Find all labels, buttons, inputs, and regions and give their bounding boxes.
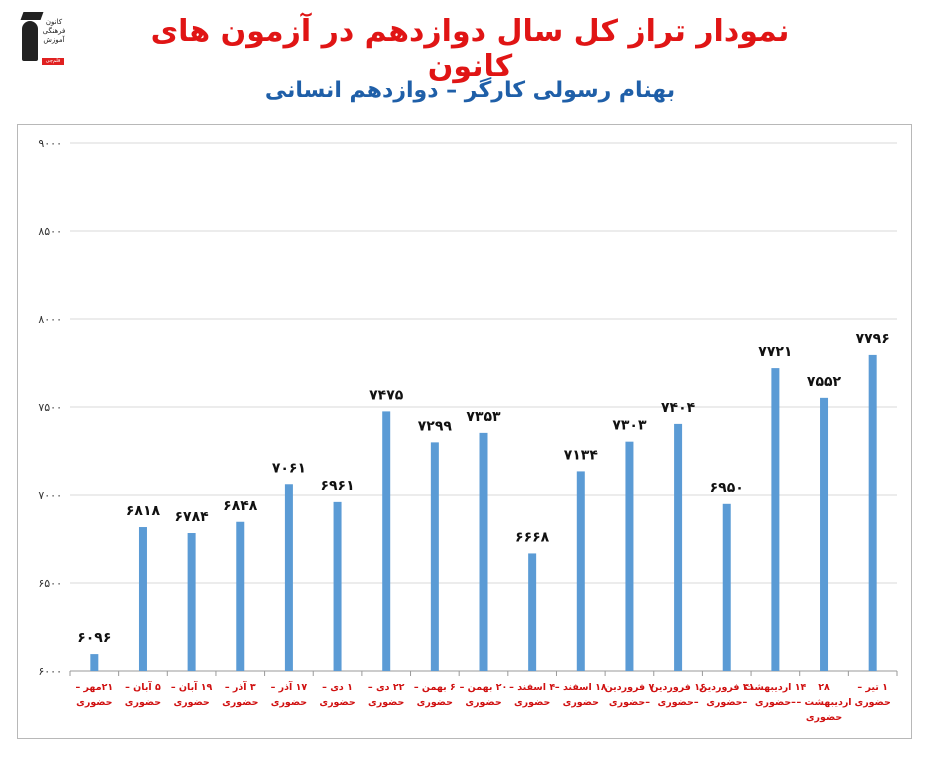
data-label: ۷۳۰۳ <box>612 418 647 434</box>
data-label: ۷۰۶۱ <box>272 460 306 476</box>
data-label: ۷۴۷۵ <box>369 387 404 403</box>
data-label: ۷۱۳۴ <box>564 447 599 463</box>
bar <box>382 411 391 671</box>
data-label: ۷۴۰۴ <box>661 400 696 416</box>
y-tick-label: ۹۰۰۰ <box>38 137 62 150</box>
x-tick-label: ۱ تیر – حضوری <box>855 682 891 708</box>
y-tick-label: ۸۰۰۰ <box>38 313 62 326</box>
bar <box>284 484 293 671</box>
x-tick-label: ۱۸ اسفند – حضوری <box>555 682 607 708</box>
x-tick-label: ۳۱ فروردین –حضوری <box>699 682 754 708</box>
chart-subtitle: بهنام رسولی کارگر – دوازدهم انسانی <box>264 78 676 103</box>
y-tick-label: ۷۵۰۰ <box>38 401 62 414</box>
bar <box>674 423 683 671</box>
bar <box>236 521 245 671</box>
x-tick-label: ۲۸ اردیبهشت – حضوری <box>796 682 851 723</box>
x-tick-label: ۲۱مهر – حضوری <box>75 682 113 708</box>
x-tick-label: ۱۴ اردیبهشت –حضوری <box>744 682 806 708</box>
y-tick-label: ۷۰۰۰ <box>38 489 62 502</box>
chart-frame <box>17 124 912 739</box>
x-tick-label: ۲۲ دی – حضوری <box>368 682 405 708</box>
x-tick-label: ۵ آبان – حضوری <box>125 680 161 708</box>
x-tick-label: ۱ دی – حضوری <box>319 682 355 708</box>
data-label: ۶۸۱۸ <box>126 503 161 519</box>
bar <box>868 354 877 671</box>
data-label: ۷۲۹۹ <box>418 418 453 434</box>
bar <box>430 442 439 671</box>
y-tick-label: ۶۰۰۰ <box>38 665 62 678</box>
data-label: ۷۵۵۲ <box>807 374 842 390</box>
x-tick-label: ۷ فروردین –حضوری <box>605 682 655 708</box>
x-tick-label: ۱۷ آذر – حضوری <box>271 680 308 708</box>
data-label: ۶۰۹۶ <box>77 630 111 646</box>
data-label: ۷۳۵۳ <box>466 409 501 425</box>
x-tick-label: ۱۶ فروردین –حضوری <box>650 682 705 708</box>
x-tick-label: ۴ اسفند – حضوری <box>509 682 555 708</box>
data-label: ۷۷۲۱ <box>758 344 792 360</box>
logo-text: کانون فرهنگی آموزش <box>42 18 66 44</box>
bar <box>625 441 634 671</box>
data-label: ۶۸۴۸ <box>223 498 258 514</box>
bar <box>333 501 342 671</box>
data-label: ۶۷۸۴ <box>175 509 210 525</box>
data-label: ۶۶۶۸ <box>515 529 550 545</box>
logo-badge: قلم‌چی <box>42 58 64 65</box>
bar <box>90 654 99 671</box>
kanoon-logo: کانون فرهنگی آموزش قلم‌چی <box>16 12 68 68</box>
bar <box>528 553 537 671</box>
x-tick-label: ۲۰ بهمن – حضوری <box>460 682 508 708</box>
bar <box>187 533 196 671</box>
y-tick-label: ۶۵۰۰ <box>38 577 62 590</box>
x-tick-label: ۶ بهمن – حضوری <box>414 682 456 708</box>
data-label: ۶۹۶۱ <box>320 478 354 494</box>
graduate-figure-icon <box>22 21 38 61</box>
bar <box>576 471 585 671</box>
x-tick-label: ۱۹ آبان – حضوری <box>171 680 213 708</box>
bar <box>138 527 147 671</box>
bar <box>479 432 488 671</box>
x-tick-label: ۳ آذر – حضوری <box>222 680 258 708</box>
data-label: ۷۷۹۶ <box>856 331 890 347</box>
bar <box>771 368 780 671</box>
bar <box>722 503 731 671</box>
data-label: ۶۹۵۰ <box>710 480 744 496</box>
chart-title: نمودار تراز کل سال دوازدهم در آزمون های … <box>150 14 790 84</box>
bar <box>820 397 829 671</box>
y-tick-label: ۸۵۰۰ <box>38 225 62 238</box>
